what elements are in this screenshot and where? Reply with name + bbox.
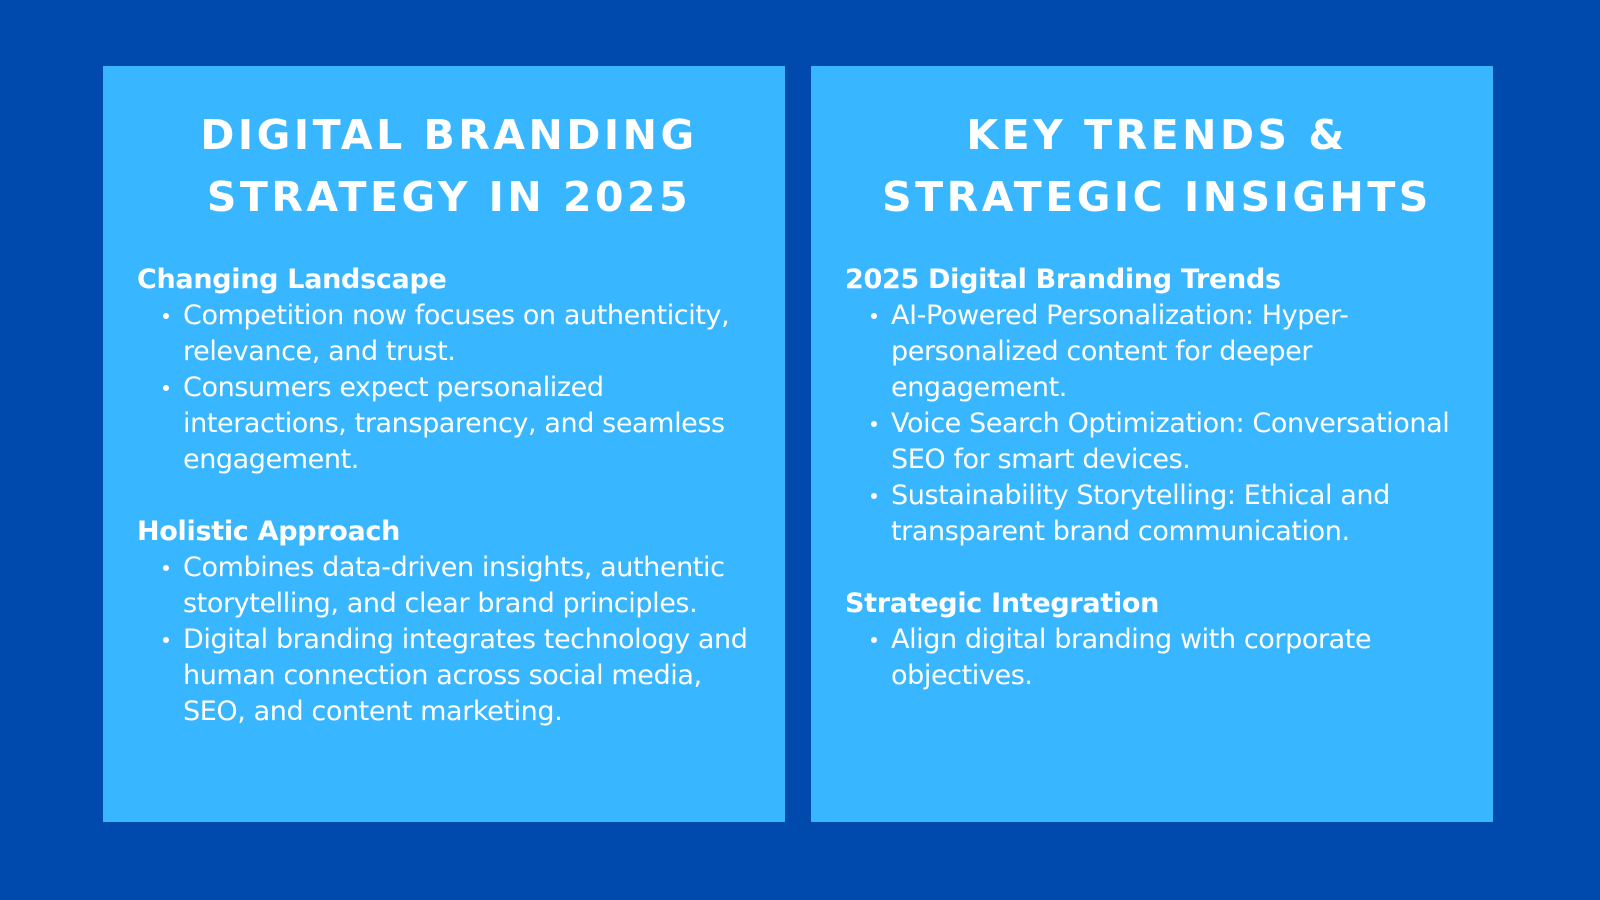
list-item: AI-Powered Personalization: Hyper-person… (871, 298, 1469, 406)
bullet-icon (871, 493, 877, 499)
list-item: Digital branding integrates technology a… (163, 622, 761, 730)
bullet-list: AI-Powered Personalization: Hyper-person… (845, 298, 1469, 550)
bullet-icon (163, 637, 169, 643)
section-heading: Holistic Approach (137, 516, 401, 547)
bullet-icon (163, 565, 169, 571)
list-item: Competition now focuses on authenticity,… (163, 298, 761, 370)
list-item-text: Combines data-driven insights, authentic… (183, 552, 725, 619)
section-holistic-approach: Holistic Approach Combines data-driven i… (137, 514, 761, 730)
section-heading: 2025 Digital Branding Trends (845, 264, 1281, 295)
title-line-2: STRATEGIC INSIGHTS (882, 173, 1432, 221)
list-item-text: Digital branding integrates technology a… (183, 624, 748, 727)
bullet-list: Combines data-driven insights, authentic… (137, 550, 761, 730)
list-item-text: Align digital branding with corporate ob… (891, 624, 1372, 691)
panel-key-trends: KEY TRENDS & STRATEGIC INSIGHTS 2025 Dig… (811, 66, 1493, 822)
list-item-text: Consumers expect personalized interactio… (183, 372, 725, 475)
title-line-1: DIGITAL BRANDING (200, 111, 698, 159)
title-line-1: KEY TRENDS & (966, 111, 1348, 159)
bullet-list: Align digital branding with corporate ob… (845, 622, 1469, 694)
section-digital-branding-trends: 2025 Digital Branding Trends AI-Powered … (845, 262, 1469, 550)
section-changing-landscape: Changing Landscape Competition now focus… (137, 262, 761, 478)
bullet-icon (163, 385, 169, 391)
title-line-2: STRATEGY IN 2025 (206, 173, 692, 221)
section-strategic-integration: Strategic Integration Align digital bran… (845, 586, 1469, 694)
bullet-icon (871, 313, 877, 319)
list-item-text: Sustainability Storytelling: Ethical and… (891, 480, 1390, 547)
panel-title: DIGITAL BRANDING STRATEGY IN 2025 (137, 104, 761, 228)
list-item: Consumers expect personalized interactio… (163, 370, 761, 478)
list-item: Align digital branding with corporate ob… (871, 622, 1469, 694)
section-heading: Changing Landscape (137, 264, 447, 295)
bullet-icon (871, 421, 877, 427)
bullet-icon (163, 313, 169, 319)
list-item-text: Voice Search Optimization: Conversationa… (891, 408, 1450, 475)
section-heading: Strategic Integration (845, 588, 1160, 619)
list-item: Voice Search Optimization: Conversationa… (871, 406, 1469, 478)
panel-digital-branding-strategy: DIGITAL BRANDING STRATEGY IN 2025 Changi… (103, 66, 785, 822)
list-item: Sustainability Storytelling: Ethical and… (871, 478, 1469, 550)
bullet-list: Competition now focuses on authenticity,… (137, 298, 761, 478)
list-item-text: Competition now focuses on authenticity,… (183, 300, 730, 367)
list-item: Combines data-driven insights, authentic… (163, 550, 761, 622)
bullet-icon (871, 637, 877, 643)
panel-title: KEY TRENDS & STRATEGIC INSIGHTS (845, 104, 1469, 228)
list-item-text: AI-Powered Personalization: Hyper-person… (891, 300, 1349, 403)
